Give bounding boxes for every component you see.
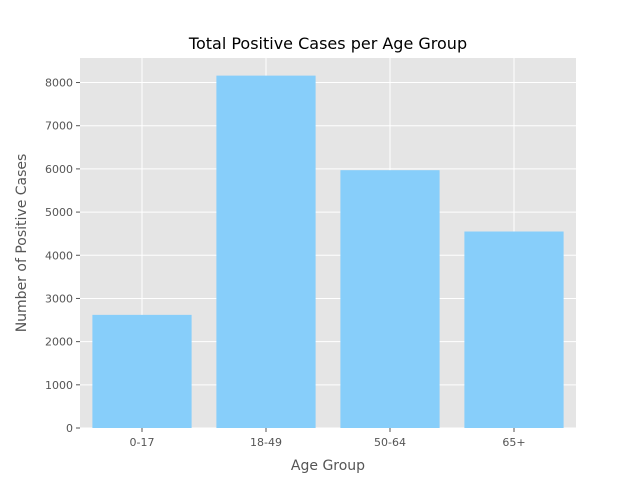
x-tick-label: 18-49 (250, 436, 282, 449)
chart-title: Total Positive Cases per Age Group (188, 34, 467, 53)
bar-50-64 (340, 170, 440, 428)
y-tick-label: 5000 (45, 206, 73, 219)
bar-0-17 (92, 314, 192, 428)
x-tick-label: 50-64 (374, 436, 406, 449)
y-axis-label: Number of Positive Cases (14, 154, 30, 333)
y-tick-label: 6000 (45, 163, 73, 176)
x-axis-ticks: 0-17 18-49 50-64 65+ (130, 428, 526, 449)
y-tick-label: 8000 (45, 77, 73, 90)
y-tick-label: 1000 (45, 379, 73, 392)
y-tick-label: 3000 (45, 292, 73, 305)
x-tick-label: 65+ (502, 436, 525, 449)
x-axis-label: Age Group (291, 458, 365, 474)
bar-18-49 (216, 75, 316, 428)
bar-65+ (464, 231, 564, 428)
x-tick-label: 0-17 (130, 436, 155, 449)
y-tick-label: 0 (66, 422, 73, 435)
y-tick-label: 7000 (45, 120, 73, 133)
bars (92, 75, 564, 428)
y-tick-label: 2000 (45, 336, 73, 349)
y-axis-ticks: 0 1000 2000 3000 4000 5000 6000 7000 8000 (45, 77, 80, 435)
y-tick-label: 4000 (45, 249, 73, 262)
